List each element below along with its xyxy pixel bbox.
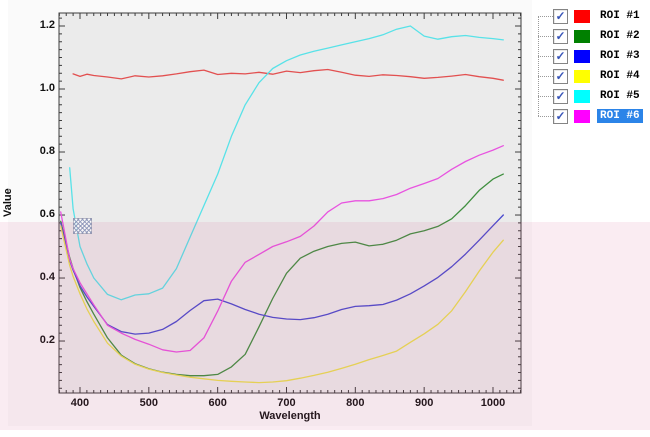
x-tick-label: 800	[346, 397, 365, 409]
x-tick-label: 500	[139, 397, 158, 409]
x-tick-label: 400	[70, 397, 90, 409]
roi-color-swatch[interactable]	[574, 69, 590, 83]
tree-connector	[538, 75, 553, 77]
x-tick-label: 1000	[480, 397, 506, 409]
y-tick-label: 0.8	[39, 145, 55, 157]
series-line-1	[72, 68, 504, 81]
y-tick-label: 0.6	[39, 208, 55, 221]
roi-visibility-checkbox[interactable]: ✓	[553, 48, 568, 64]
selection-overlay	[0, 222, 650, 430]
series-line-4	[60, 225, 504, 384]
roi-visibility-checkbox[interactable]: ✓	[553, 8, 568, 24]
roi-label[interactable]: ROI #5	[600, 90, 640, 102]
series-group	[60, 25, 504, 384]
legend-item-roi-6[interactable]: ✓ ROI #6	[538, 106, 643, 126]
roi-label[interactable]: ROI #3	[600, 50, 640, 62]
y-tick-label: 0.4	[39, 271, 55, 284]
roi-label[interactable]: ROI #1	[600, 10, 640, 22]
roi-visibility-checkbox[interactable]: ✓	[553, 108, 568, 124]
x-axis-title: Wavelength	[259, 410, 321, 422]
roi-visibility-checkbox[interactable]: ✓	[553, 88, 568, 104]
legend-item-roi-3[interactable]: ✓ ROI #3	[538, 46, 643, 66]
tree-connector	[538, 95, 553, 97]
legend-item-roi-1[interactable]: ✓ ROI #1	[538, 6, 643, 26]
roi-visibility-checkbox[interactable]: ✓	[553, 28, 568, 44]
roi-color-swatch[interactable]	[574, 49, 590, 63]
roi-color-swatch[interactable]	[574, 29, 590, 43]
roi-visibility-checkbox[interactable]: ✓	[553, 68, 568, 84]
legend-item-roi-2[interactable]: ✓ ROI #2	[538, 26, 643, 46]
legend-item-roi-4[interactable]: ✓ ROI #4	[538, 66, 643, 86]
tree-connector	[538, 55, 553, 57]
series-line-5	[69, 25, 504, 301]
roi-label[interactable]: ROI #2	[600, 30, 640, 42]
roi-color-swatch[interactable]	[574, 9, 590, 23]
hatch-pattern-marker	[73, 218, 92, 234]
series-line-2	[60, 173, 504, 377]
tree-connector	[538, 15, 553, 17]
y-tick-label: 0.2	[39, 334, 55, 347]
tree-connector	[538, 115, 553, 117]
series-line-6	[60, 145, 504, 353]
roi-color-swatch[interactable]	[574, 89, 590, 103]
y-tick-label: 1.0	[39, 82, 55, 94]
x-tick-label: 600	[208, 397, 227, 409]
tree-connector-line	[538, 16, 539, 116]
x-tick-label: 700	[277, 397, 296, 409]
roi-label[interactable]: ROI #4	[600, 70, 640, 82]
roi-color-swatch[interactable]	[574, 109, 590, 123]
axis-frame	[58, 12, 522, 394]
legend-item-roi-5[interactable]: ✓ ROI #5	[538, 86, 643, 106]
roi-label[interactable]: ROI #6	[597, 109, 643, 123]
roi-legend: ✓ ROI #1 ✓ ROI #2 ✓ ROI #3 ✓ ROI #4 ✓ ROI #5 ✓ ROI …	[538, 6, 643, 126]
x-tick-label: 900	[414, 397, 434, 409]
tree-connector	[538, 35, 553, 37]
y-tick-label: 1.2	[39, 19, 55, 31]
